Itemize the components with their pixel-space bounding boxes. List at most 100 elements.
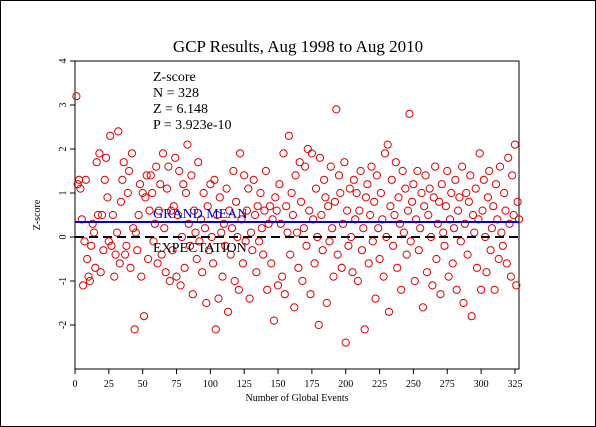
- data-point: [280, 290, 289, 299]
- data-point: [422, 268, 432, 277]
- data-point: [99, 246, 108, 255]
- data-point: [402, 250, 411, 259]
- data-point: [460, 219, 469, 228]
- data-point: [449, 224, 459, 233]
- data-point: [287, 188, 296, 198]
- data-point: [190, 206, 199, 215]
- data-point: [444, 272, 453, 281]
- data-point: [506, 272, 515, 281]
- data-point: [240, 171, 249, 180]
- data-point: [420, 202, 429, 211]
- chart-title: GCP Results, Aug 1998 to Aug 2010: [173, 37, 423, 56]
- data-point: [273, 281, 283, 290]
- data-point: [135, 180, 145, 189]
- data-point: [154, 206, 163, 215]
- data-point: [252, 268, 261, 277]
- data-point: [395, 219, 404, 228]
- data-point: [129, 224, 138, 233]
- data-point: [408, 197, 417, 206]
- data-point: [454, 206, 463, 215]
- data-point: [269, 316, 279, 325]
- data-point: [375, 254, 384, 264]
- x-tick-label: 0: [73, 379, 78, 390]
- data-point: [332, 105, 341, 114]
- data-point: [153, 259, 162, 268]
- grand-mean-label: GRAND MEAN: [153, 207, 248, 222]
- data-point: [219, 219, 228, 228]
- data-point: [137, 272, 146, 281]
- data-point: [238, 259, 247, 268]
- data-point: [127, 149, 136, 158]
- data-point: [384, 307, 394, 316]
- data-point: [370, 197, 379, 206]
- data-point: [436, 290, 445, 299]
- data-point: [356, 166, 365, 176]
- data-point: [110, 272, 119, 281]
- data-point: [431, 162, 440, 171]
- x-tick-label: 150: [271, 379, 286, 390]
- data-point: [483, 193, 492, 202]
- data-point: [200, 224, 210, 233]
- data-point: [326, 162, 335, 171]
- data-point: [88, 219, 97, 228]
- data-point: [318, 246, 327, 255]
- data-point: [328, 224, 337, 233]
- data-point: [116, 197, 126, 206]
- data-point: [299, 224, 308, 233]
- data-point: [179, 180, 188, 189]
- data-point: [229, 166, 238, 176]
- x-axis: 0 25 50 75 100 125 150 175 200 225 250 275 300 325: [73, 369, 522, 390]
- data-point: [432, 254, 441, 264]
- data-point: [447, 188, 456, 198]
- data-point: [194, 158, 203, 167]
- data-point: [91, 263, 100, 272]
- data-point: [359, 224, 368, 233]
- data-point: [192, 254, 201, 264]
- data-point: [403, 206, 413, 215]
- data-point: [349, 175, 358, 184]
- data-point: [366, 210, 375, 220]
- data-point: [361, 193, 371, 202]
- plot-area: [74, 60, 520, 370]
- data-point: [387, 175, 396, 184]
- data-point: [466, 171, 475, 180]
- data-point: [263, 285, 272, 294]
- stats-z: Z = 6.148: [153, 102, 208, 117]
- data-point: [452, 285, 461, 294]
- data-point: [245, 294, 254, 303]
- data-point: [183, 140, 192, 149]
- data-point: [441, 202, 450, 211]
- data-point: [106, 131, 115, 140]
- data-point: [320, 175, 329, 184]
- x-tick-label: 100: [203, 379, 218, 390]
- data-point: [475, 149, 484, 158]
- data-point: [115, 259, 124, 268]
- data-point: [275, 180, 284, 189]
- data-point: [202, 298, 211, 308]
- data-point: [292, 228, 302, 237]
- data-point: [176, 281, 185, 290]
- data-point: [401, 184, 410, 193]
- data-point: [448, 259, 457, 268]
- data-point: [169, 202, 178, 211]
- data-point: [230, 276, 239, 286]
- data-point: [372, 171, 381, 180]
- data-point: [150, 219, 159, 228]
- data-point: [248, 246, 257, 255]
- data-point: [468, 210, 478, 220]
- data-point: [306, 290, 315, 299]
- x-tick-label: 300: [474, 379, 489, 390]
- data-point: [291, 171, 300, 180]
- y-tick-label: 2: [58, 147, 69, 152]
- data-point: [305, 206, 314, 215]
- data-point: [103, 193, 112, 202]
- x-tick-label: 325: [507, 379, 522, 390]
- data-point: [260, 206, 269, 215]
- data-point: [221, 241, 230, 250]
- data-point: [317, 210, 326, 220]
- data-point: [167, 206, 176, 215]
- data-point: [250, 210, 260, 220]
- data-point: [242, 206, 251, 215]
- data-point: [284, 131, 293, 140]
- data-point: [225, 206, 234, 215]
